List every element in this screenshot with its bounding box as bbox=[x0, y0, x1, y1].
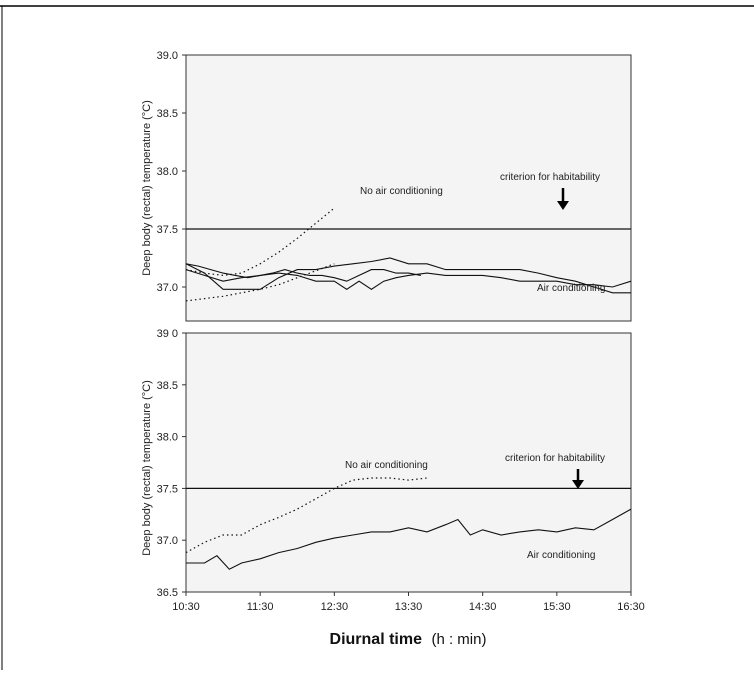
top-panel: 39.0 38.5 38.0 37.5 37.0 Deep body (rectal) … bbox=[141, 50, 632, 322]
y-tick-label: 39.0 bbox=[157, 50, 178, 62]
y-tick-label: 38.0 bbox=[157, 432, 178, 444]
ac-series-line-1 bbox=[186, 508, 632, 570]
x-axis-title-main: Diurnal time bbox=[330, 631, 423, 648]
y-tick-label: 38.5 bbox=[157, 380, 178, 392]
y-tick-label: 37.0 bbox=[157, 282, 178, 294]
x-axis-title-units: (h : min) bbox=[431, 631, 486, 648]
top-arrow-icon bbox=[557, 188, 569, 210]
y-tick-label: 37.5 bbox=[157, 224, 178, 236]
x-tick-label: 11:30 bbox=[247, 601, 274, 613]
bottom-series bbox=[185, 477, 632, 570]
x-tick-label: 15:30 bbox=[543, 601, 571, 613]
ac-series-line-4 bbox=[185, 257, 631, 294]
y-tick-label: 37.0 bbox=[157, 535, 178, 547]
ac-series-line-2 bbox=[185, 263, 422, 282]
y-tick-label: 38.5 bbox=[157, 108, 178, 120]
x-tick-label: 12:30 bbox=[321, 601, 349, 613]
no-ac-series-line-0 bbox=[185, 207, 335, 277]
bottom-ac-annotation: Air conditioning bbox=[527, 550, 595, 561]
top-criterion-label: criterion for habitability bbox=[500, 172, 600, 183]
y-tick-label: 38.0 bbox=[157, 166, 178, 178]
ac-series-line-3 bbox=[185, 269, 632, 290]
x-axis-title: Diurnal time (h : min) bbox=[330, 631, 487, 648]
bottom-criterion-label: criterion for habitability bbox=[505, 453, 605, 464]
bottom-plot-frame bbox=[185, 332, 632, 593]
y-tick-label: 37.5 bbox=[157, 483, 178, 495]
top-y-ticks: 39.0 38.5 38.0 37.5 37.0 bbox=[157, 50, 186, 294]
top-ac-annotation: Air conditioning bbox=[537, 283, 605, 294]
bottom-y-axis-label: Deep body (rectal) temperature (°C) bbox=[141, 380, 153, 556]
no-ac-series-line-1 bbox=[185, 263, 335, 302]
top-no-ac-annotation: No air conditioning bbox=[360, 186, 443, 197]
top-series bbox=[185, 207, 632, 302]
x-tick-label: 13:30 bbox=[395, 601, 423, 613]
x-tick-label: 14:30 bbox=[469, 601, 497, 613]
top-plot-frame bbox=[185, 54, 632, 322]
bottom-no-ac-annotation: No air conditioning bbox=[345, 460, 428, 471]
no-ac-series-line-0 bbox=[185, 477, 428, 554]
x-tick-label: 16:30 bbox=[617, 601, 645, 613]
y-tick-label: 36.5 bbox=[157, 587, 178, 599]
bottom-y-ticks: 39 0 38.5 38.0 37.5 37.0 36.5 bbox=[157, 328, 186, 599]
y-tick-label: 39 0 bbox=[157, 328, 178, 340]
top-y-axis-label: Deep body (rectal) temperature (°C) bbox=[141, 100, 153, 276]
bottom-panel: 39 0 38.5 38.0 37.5 37.0 36.5 10:30 11:30 12:30… bbox=[141, 328, 645, 613]
bottom-arrow-icon bbox=[572, 469, 584, 489]
bottom-x-ticks: 10:30 11:30 12:30 13:30 14:30 15:30 16:30 bbox=[172, 592, 645, 613]
x-tick-label: 10:30 bbox=[172, 601, 200, 613]
